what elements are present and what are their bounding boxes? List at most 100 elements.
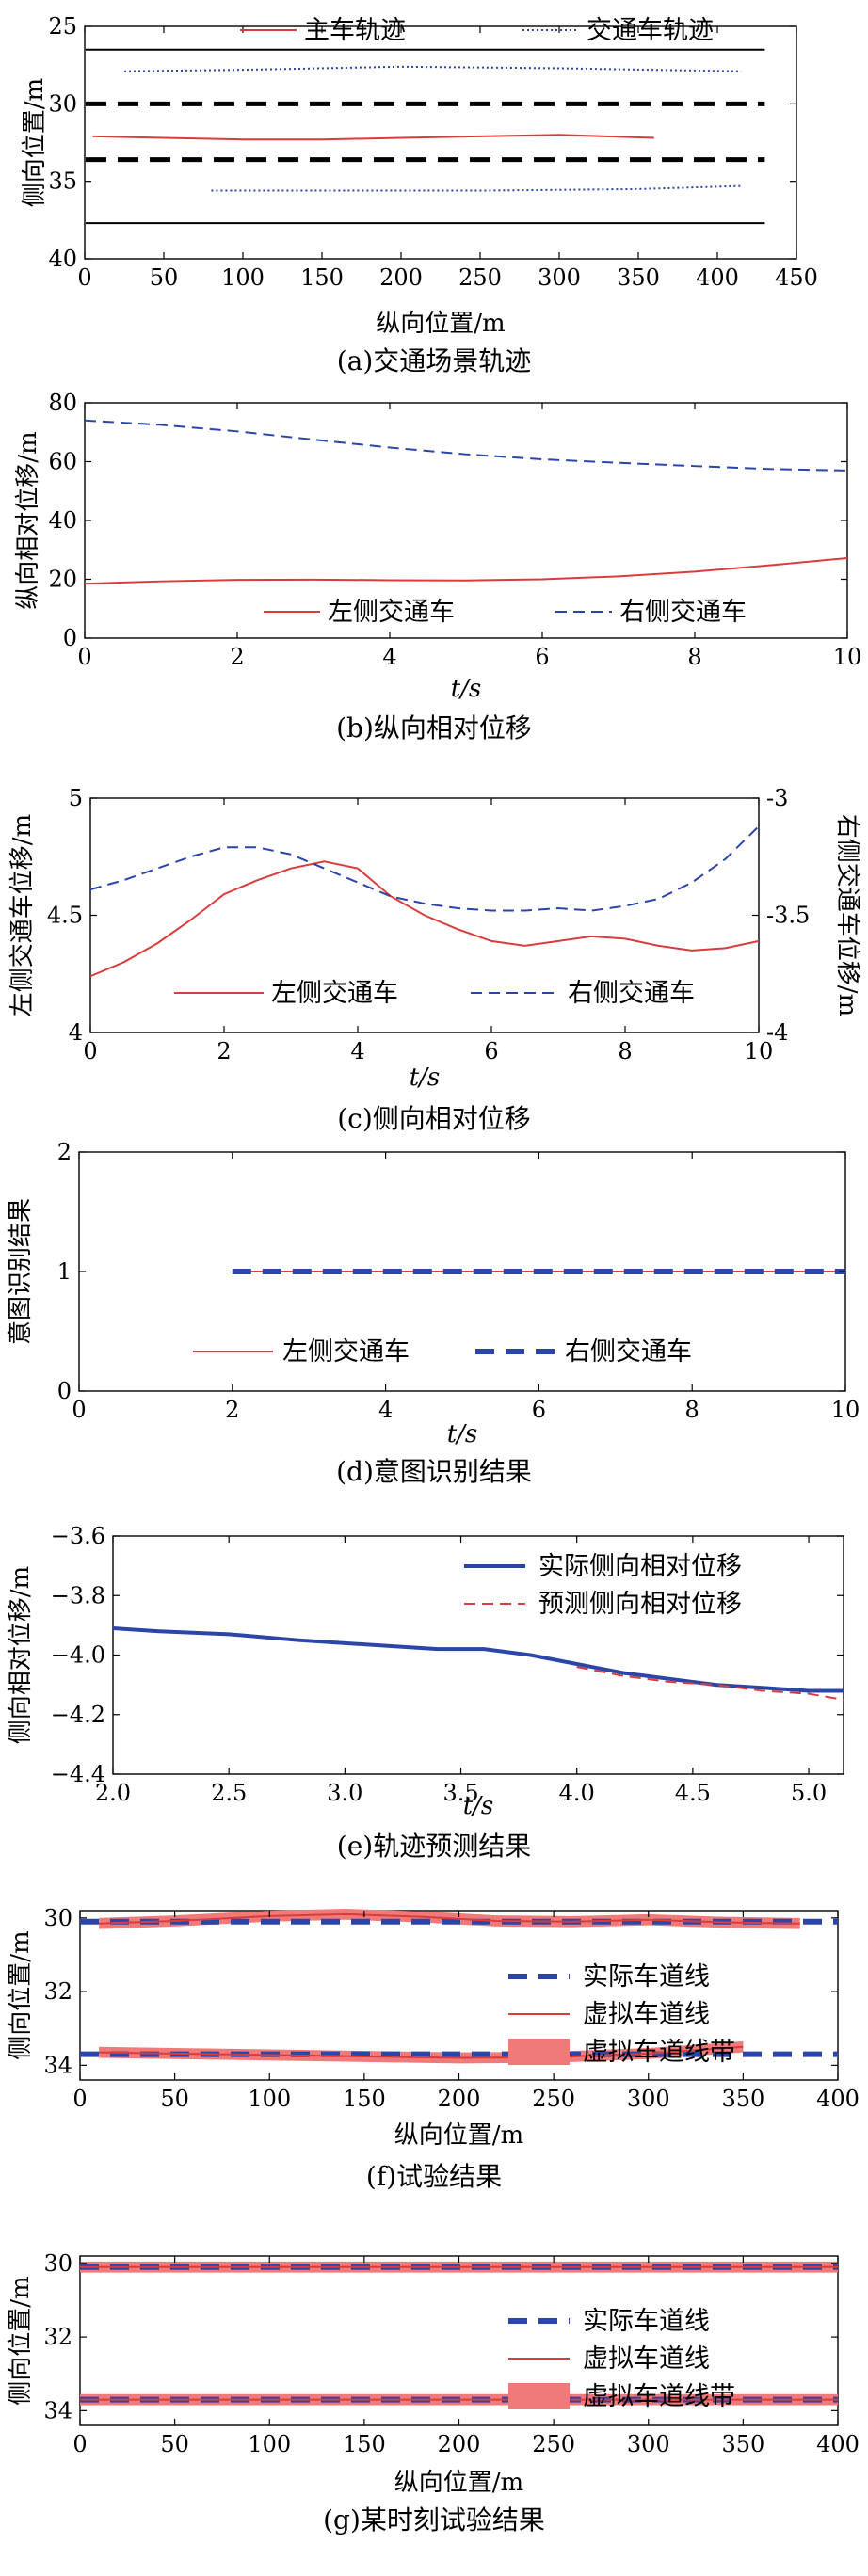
x-tick-label: 6: [535, 644, 549, 670]
series-1: [89, 825, 760, 912]
y-tick-label: 25: [48, 13, 77, 40]
x-tick-label: 0: [72, 2431, 87, 2457]
y-tick-label: 35: [48, 168, 77, 195]
x-tick-label: 0: [72, 2086, 87, 2112]
x-tick-label: 8: [687, 644, 701, 670]
series-2: [211, 184, 742, 192]
y-tick-label: 40: [48, 507, 77, 534]
caption: (c)侧向相对位移: [337, 1103, 531, 1134]
series-1: [123, 65, 742, 72]
legend-label: 预测侧向相对位移: [538, 1590, 742, 1619]
x-tick-label: 3.5: [442, 1780, 478, 1806]
y-axis-label: 意图识别结果: [7, 1198, 35, 1345]
x-tick-label: 2: [230, 644, 244, 670]
x-axis-label: t/s: [447, 1420, 478, 1448]
y-axis-label: 侧向位置/m: [21, 78, 49, 207]
x-tick-label: 300: [538, 264, 581, 291]
chart-a: 0 50 100 150 200 250 300 350 400 450 25 30 35 40 纵向位置/…: [21, 13, 818, 376]
y-axis-right-label: 右侧交通车位移/m: [833, 814, 861, 1016]
y-tick-label: −4.2: [51, 1702, 105, 1728]
x-tick-label: 3.0: [327, 1780, 362, 1806]
caption: (b)纵向相对位移: [336, 712, 532, 744]
x-tick-label: 6: [484, 1038, 498, 1064]
x-tick-label: 350: [617, 264, 660, 291]
x-tick-label: 4.0: [559, 1780, 595, 1806]
x-tick-label: 350: [721, 2431, 764, 2457]
series-0: [112, 1626, 844, 1693]
x-axis-label: 纵向位置/m: [394, 2469, 523, 2497]
x-tick-label: 8: [685, 1397, 699, 1423]
y-tick-label: −4.4: [51, 1761, 105, 1787]
legend-label: 右侧交通车: [619, 598, 747, 627]
y-tick-label: 2: [57, 1139, 72, 1165]
y-tick-label: 30: [48, 90, 77, 117]
legend-label: 主车轨迹: [304, 16, 406, 45]
legend-label: 虚拟车道线带: [583, 2038, 735, 2067]
y-axis-label: 侧向位置/m: [7, 2276, 35, 2405]
x-tick-label: 0: [72, 1397, 86, 1423]
chart-b: 0 2 4 6 8 10 0 20 40 60 80 t/s 纵向相对位移/m (b)纵向相对位移 左侧交通…: [14, 390, 861, 744]
series-1: [576, 1666, 844, 1701]
legend-swatch: [508, 2383, 570, 2409]
x-tick-label: 100: [221, 264, 265, 291]
y-tick-right-label: -3.5: [766, 903, 810, 929]
y-tick-right-label: -4: [766, 1019, 788, 1046]
legend-label: 实际侧向相对位移: [538, 1552, 742, 1581]
x-axis-label: t/s: [410, 1064, 441, 1092]
caption: (g)某时刻试验结果: [323, 2504, 545, 2536]
y-tick-label: 80: [48, 390, 77, 416]
y-tick-label: 20: [48, 567, 77, 593]
caption: (d)意图识别结果: [336, 1456, 532, 1487]
x-axis-label: t/s: [451, 675, 482, 703]
x-tick-label: 250: [458, 264, 502, 291]
x-tick-label: 400: [816, 2431, 860, 2457]
x-tick-label: 50: [150, 264, 179, 291]
legend-label: 左侧交通车: [328, 598, 455, 627]
caption: (f)试验结果: [366, 2161, 502, 2192]
legend-label: 实际车道线: [583, 1962, 710, 1992]
x-tick-label: 2.5: [211, 1780, 247, 1806]
x-tick-label: 4: [382, 644, 396, 670]
legend-label: 交通车轨迹: [587, 16, 714, 45]
x-tick-label: 10: [831, 1397, 860, 1423]
x-tick-label: 0: [77, 264, 91, 291]
y-tick-label: 0: [57, 1378, 72, 1404]
y-tick-label: 0: [63, 625, 77, 651]
y-tick-label: 4: [69, 1019, 83, 1046]
x-axis-label: 纵向位置/m: [376, 310, 505, 338]
legend-label: 左侧交通车: [271, 979, 398, 1008]
legend-label: 右侧交通车: [568, 979, 695, 1008]
x-axis-label: 纵向位置/m: [394, 2121, 523, 2150]
y-tick-label: −4.0: [51, 1642, 105, 1669]
legend-label: 虚拟车道线带: [583, 2382, 735, 2411]
legend-label: 左侧交通车: [282, 1337, 410, 1367]
x-tick-label: 200: [379, 264, 423, 291]
x-tick-label: 450: [775, 264, 818, 291]
x-tick-label: 50: [160, 2431, 189, 2457]
x-tick-label: 150: [343, 2086, 386, 2112]
y-tick-label: 32: [43, 2324, 72, 2350]
legend-label: 虚拟车道线: [583, 2000, 710, 2029]
y-tick-label: 30: [43, 1905, 72, 1931]
caption: (e)轨迹预测结果: [337, 1831, 531, 1862]
y-tick-label: 34: [43, 2052, 72, 2078]
series-0: [84, 557, 848, 585]
x-tick-label: 100: [248, 2431, 291, 2457]
legend-label: 虚拟车道线: [583, 2344, 710, 2374]
x-tick-label: 350: [721, 2086, 764, 2112]
x-tick-label: 0: [77, 644, 91, 670]
legend-label: 实际车道线: [583, 2307, 710, 2336]
series-0: [92, 134, 654, 141]
plot-frame: [84, 25, 797, 260]
y-axis-label: 侧向相对位移/m: [7, 1566, 35, 1744]
x-tick-label: 400: [816, 2086, 860, 2112]
x-tick-label: 10: [745, 1038, 774, 1064]
x-tick-label: 100: [248, 2086, 291, 2112]
y-axis-label: 纵向相对位移/m: [14, 431, 42, 609]
chart-g: 0 50 100 150 200 250 300 350 400 30 32 34 纵向位置/m 侧向位置…: [7, 2250, 860, 2536]
x-tick-label: 0: [83, 1038, 97, 1064]
x-tick-label: 2: [217, 1038, 231, 1064]
x-tick-label: 300: [627, 2086, 670, 2112]
chart-c: 0 2 4 6 8 10 4 4.5 5 -4 -3.5 -3 t/s 左侧交通车位移/m 右侧交通车位移/…: [8, 785, 861, 1134]
y-axis-label: 左侧交通车位移/m: [8, 814, 37, 1016]
